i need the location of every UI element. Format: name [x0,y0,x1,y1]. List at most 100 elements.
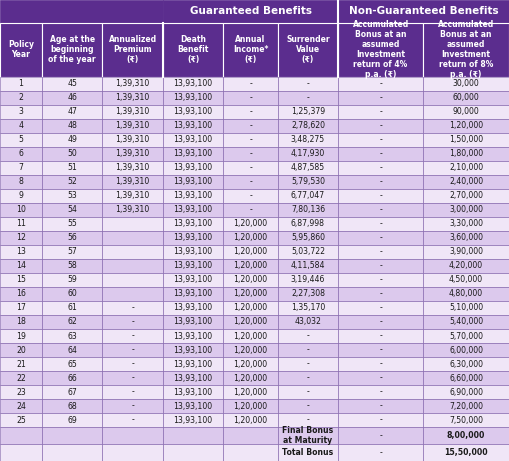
Bar [102,203,163,217]
Bar [223,427,278,444]
Text: 24: 24 [16,402,26,411]
Text: -: - [131,331,134,341]
Bar [338,444,423,461]
Bar [163,161,223,175]
Text: -: - [249,149,252,158]
Bar [102,444,163,461]
Text: 9: 9 [18,191,23,201]
Text: 1,39,310: 1,39,310 [116,205,150,214]
Text: 30,000: 30,000 [453,79,479,88]
Bar [0,0,163,23]
Text: -: - [306,373,309,383]
Bar [102,385,163,399]
Text: -: - [379,233,382,242]
Bar [338,371,423,385]
Bar [42,147,102,161]
Bar [163,133,223,147]
Text: 19: 19 [16,331,26,341]
Bar [338,315,423,329]
Bar [163,385,223,399]
Text: 13,93,100: 13,93,100 [174,205,213,214]
Bar [278,301,338,315]
Text: -: - [379,261,382,271]
Bar [423,175,509,189]
Text: Accumulated
Bonus at an
assumed
Investment
return of 8%
p.a. (₹): Accumulated Bonus at an assumed Investme… [438,20,494,79]
Bar [423,77,509,91]
Text: -: - [131,416,134,425]
Text: 65: 65 [67,360,77,368]
Text: -: - [306,93,309,102]
Text: -: - [131,360,134,368]
Bar [423,23,509,77]
Text: 16: 16 [16,290,26,298]
Bar [338,91,423,105]
Bar [338,273,423,287]
Bar [223,189,278,203]
Text: -: - [249,205,252,214]
Bar [423,315,509,329]
Bar [163,315,223,329]
Text: 18: 18 [16,318,26,326]
Text: 5,70,000: 5,70,000 [449,331,483,341]
Text: 1: 1 [18,79,23,88]
Bar [163,427,223,444]
Text: -: - [306,79,309,88]
Text: -: - [379,107,382,116]
Bar [338,245,423,259]
Bar [42,444,102,461]
Text: 7,20,000: 7,20,000 [449,402,483,411]
Bar [102,105,163,119]
Text: -: - [131,402,134,411]
Bar [42,273,102,287]
Text: 3,00,000: 3,00,000 [449,205,483,214]
Bar [42,245,102,259]
Text: 13,93,100: 13,93,100 [174,177,213,186]
Text: 13,93,100: 13,93,100 [174,290,213,298]
Text: -: - [379,205,382,214]
Text: 1,20,000: 1,20,000 [234,290,268,298]
Bar [0,315,42,329]
Bar [278,147,338,161]
Bar [278,273,338,287]
Bar [338,189,423,203]
Bar [42,371,102,385]
Bar [423,273,509,287]
Bar [42,175,102,189]
Bar [423,427,509,444]
Bar [223,147,278,161]
Text: -: - [379,163,382,172]
Bar [338,329,423,343]
Text: Non-Guaranteed Benefits: Non-Guaranteed Benefits [349,6,498,16]
Text: 13,93,100: 13,93,100 [174,191,213,201]
Bar [278,371,338,385]
Bar [42,217,102,231]
Text: -: - [379,93,382,102]
Bar [223,91,278,105]
Text: -: - [249,177,252,186]
Text: 13,93,100: 13,93,100 [174,107,213,116]
Text: 61: 61 [67,303,77,313]
Text: 1,20,000: 1,20,000 [234,318,268,326]
Bar [278,413,338,427]
Text: -: - [249,135,252,144]
Bar [223,329,278,343]
Bar [102,77,163,91]
Text: 2,78,620: 2,78,620 [291,121,325,130]
Bar [42,399,102,413]
Bar [42,385,102,399]
Text: 50: 50 [67,149,77,158]
Bar [223,371,278,385]
Text: 1,39,310: 1,39,310 [116,107,150,116]
Bar [278,444,338,461]
Bar [423,385,509,399]
Bar [223,385,278,399]
Text: 13,93,100: 13,93,100 [174,219,213,228]
Text: 1,20,000: 1,20,000 [234,275,268,284]
Bar [223,273,278,287]
Text: 55: 55 [67,219,77,228]
Bar [223,133,278,147]
Text: 1,20,000: 1,20,000 [234,346,268,355]
Bar [338,259,423,273]
Bar [163,329,223,343]
Text: -: - [131,388,134,396]
